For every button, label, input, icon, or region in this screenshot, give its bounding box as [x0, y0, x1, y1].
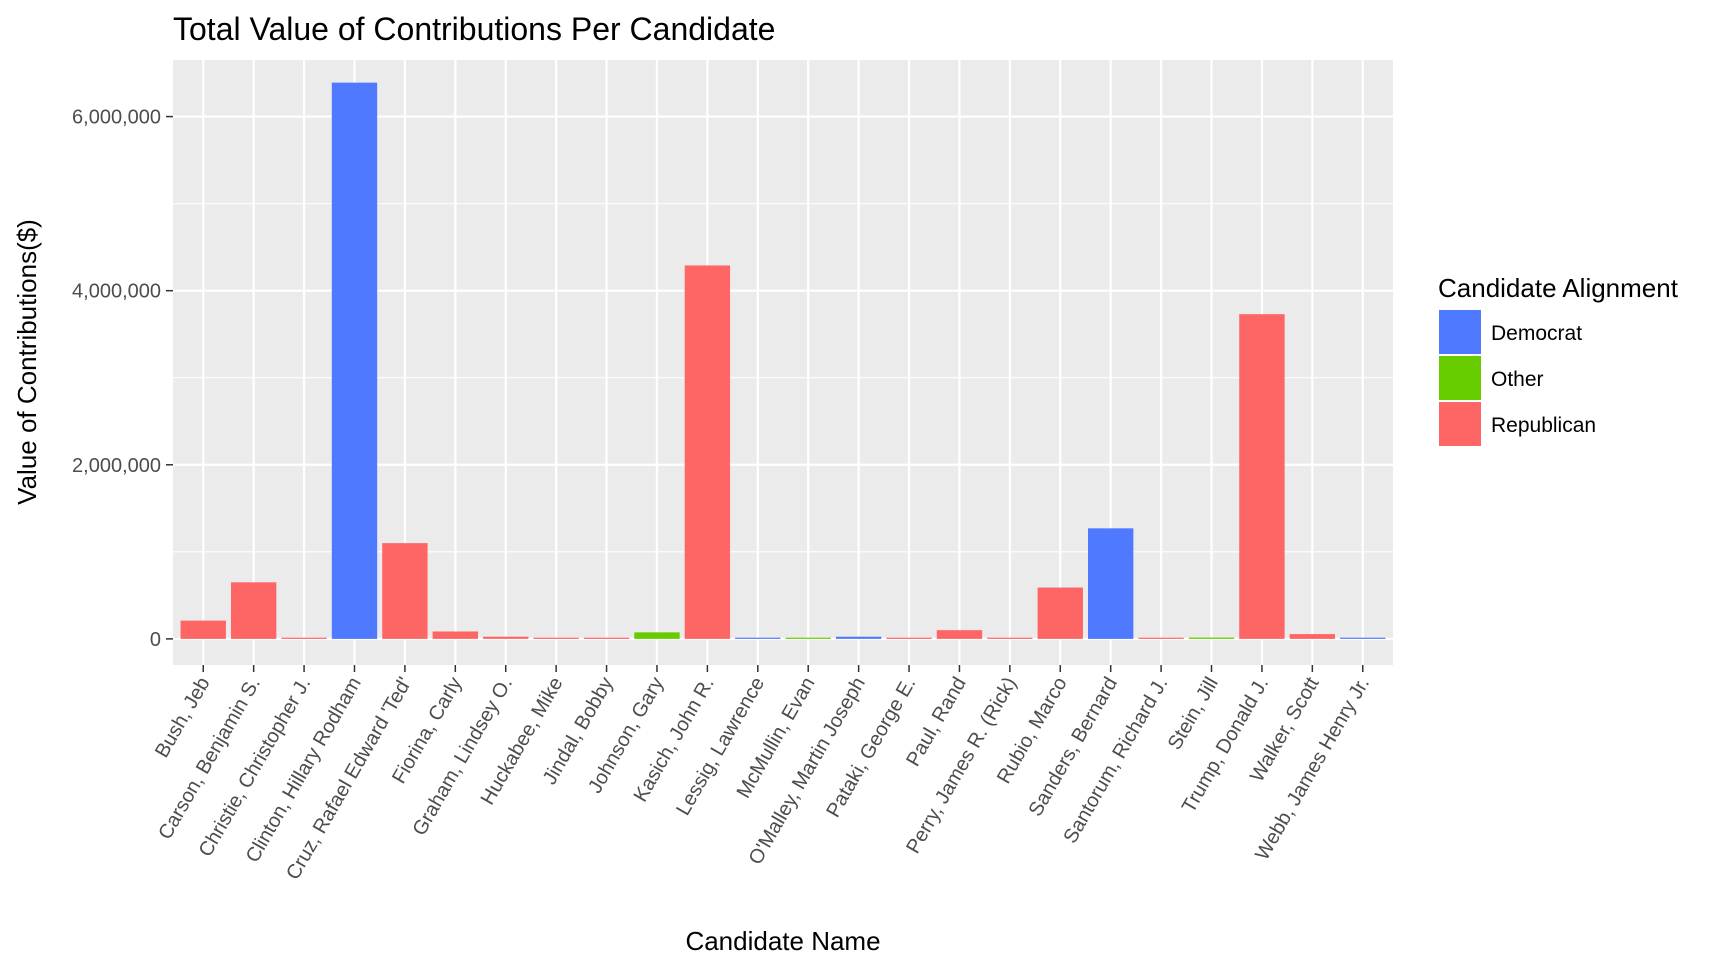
bar — [583, 637, 630, 639]
bar — [1188, 637, 1235, 639]
bar — [1138, 637, 1184, 639]
bar — [785, 637, 831, 639]
legend: Candidate Alignment Democrat Other Republi… — [1438, 273, 1679, 446]
legend-label: Republican — [1491, 414, 1596, 437]
y-tick-label: 0 — [150, 629, 161, 651]
y-tick-label: 2,000,000 — [72, 455, 161, 477]
bar — [1340, 637, 1386, 639]
bar — [684, 265, 731, 639]
legend-title: Candidate Alignment — [1438, 273, 1679, 303]
bar — [1037, 587, 1083, 639]
bar — [835, 636, 882, 639]
legend-key — [1439, 356, 1481, 400]
bars — [180, 82, 1386, 639]
chart-title: Total Value of Contributions Per Candida… — [173, 11, 775, 47]
bar — [987, 637, 1033, 639]
y-tick-label: 6,000,000 — [72, 107, 161, 129]
legend-key — [1439, 402, 1481, 446]
bar — [281, 637, 327, 639]
bar — [533, 637, 579, 639]
bar — [1289, 634, 1336, 639]
legend-label: Other — [1491, 368, 1544, 391]
bar — [382, 543, 428, 639]
legend-label: Democrat — [1491, 322, 1582, 345]
bar — [483, 636, 529, 639]
bar — [1088, 528, 1134, 639]
y-tick-label: 4,000,000 — [72, 281, 161, 303]
bar — [886, 637, 932, 639]
bar — [1239, 314, 1285, 639]
bar — [735, 637, 781, 639]
x-axis-title: Candidate Name — [685, 926, 880, 956]
bar — [331, 82, 378, 639]
bar — [180, 620, 226, 639]
legend-key — [1439, 310, 1481, 354]
bar — [936, 630, 983, 639]
bar — [432, 631, 478, 639]
bar — [230, 582, 277, 639]
y-axis: 0 2,000,000 4,000,000 6,000,000 — [72, 107, 173, 651]
y-axis-title: Value of Contributions($) — [12, 219, 42, 505]
bar — [634, 632, 680, 639]
